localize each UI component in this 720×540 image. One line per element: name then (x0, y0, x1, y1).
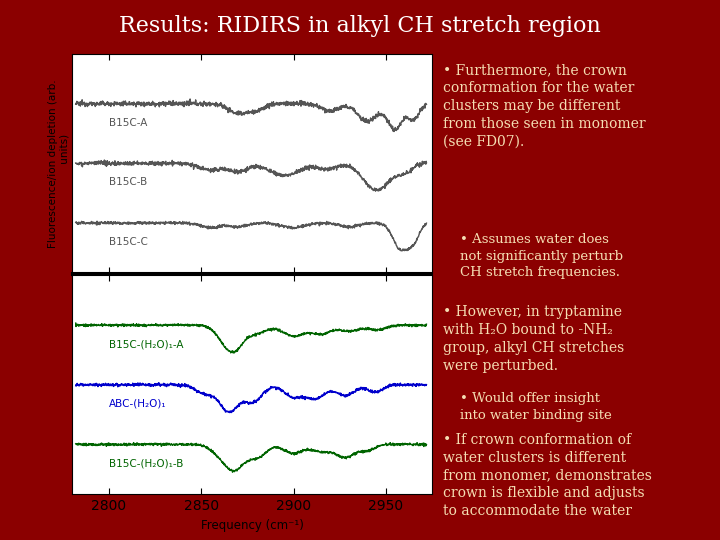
Text: ABC-(H₂O)₁: ABC-(H₂O)₁ (109, 399, 166, 409)
Text: • If crown conformation of
water clusters is different
from monomer, demonstrate: • If crown conformation of water cluster… (443, 433, 652, 518)
X-axis label: Frequency (cm⁻¹): Frequency (cm⁻¹) (201, 518, 303, 531)
Text: Results: RIDIRS in alkyl CH stretch region: Results: RIDIRS in alkyl CH stretch regi… (119, 16, 601, 37)
Text: B15C-A: B15C-A (109, 118, 148, 127)
Text: B15C-C: B15C-C (109, 237, 148, 247)
Y-axis label: Fluorescence/ion depletion (arb.
         units): Fluorescence/ion depletion (arb. units) (48, 79, 69, 248)
Text: • Assumes water does
    not significantly perturb
    CH stretch frequencies.: • Assumes water does not significantly p… (443, 233, 623, 279)
Text: • Furthermore, the crown
conformation for the water
clusters may be different
fr: • Furthermore, the crown conformation fo… (443, 63, 645, 149)
Text: • However, in tryptamine
with H₂O bound to -NH₂
group, alkyl CH stretches
were p: • However, in tryptamine with H₂O bound … (443, 305, 624, 373)
Text: B15C-(H₂O)₁-A: B15C-(H₂O)₁-A (109, 339, 184, 349)
Text: B15C-B: B15C-B (109, 177, 147, 187)
Text: B15C-(H₂O)₁-B: B15C-(H₂O)₁-B (109, 458, 184, 468)
Text: • Would offer insight
    into water binding site: • Would offer insight into water binding… (443, 393, 611, 422)
